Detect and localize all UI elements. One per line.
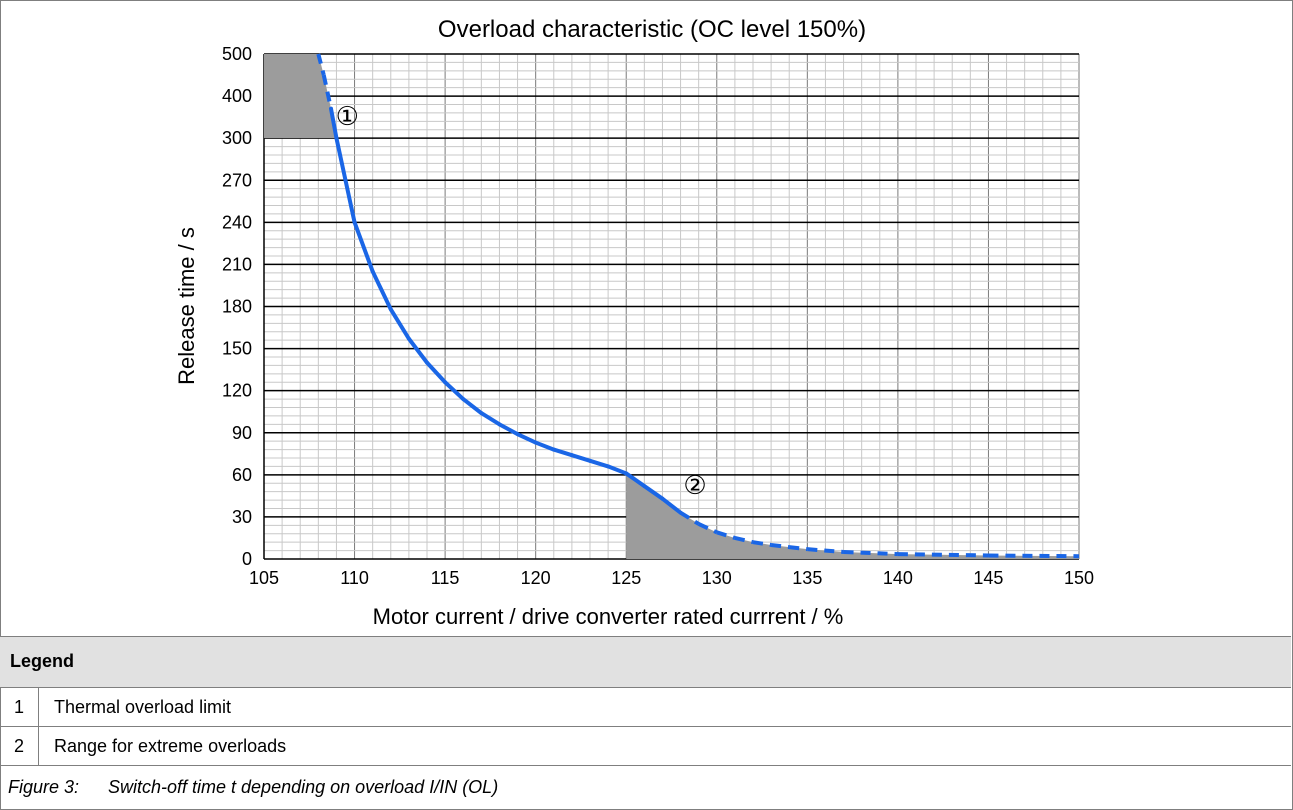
y-tick-label: 500: [222, 44, 252, 64]
series-segment: [624, 471, 647, 489]
legend-heading: Legend: [10, 651, 75, 671]
x-tick-label: 135: [792, 568, 822, 588]
series-segment: [443, 380, 466, 402]
y-tick-label: 300: [222, 128, 252, 148]
series-segment: [321, 74, 333, 110]
legend-text: Range for extreme overloads: [54, 736, 287, 756]
series-segment: [425, 360, 448, 385]
y-tick-label: 120: [222, 381, 252, 401]
series-segment: [551, 447, 574, 458]
series-segment: [770, 542, 790, 550]
series-segment: [716, 530, 736, 540]
x-tick-label: 110: [340, 568, 369, 588]
overload-chart: Overload characteristic (OC level 150%) …: [174, 16, 1094, 629]
caption-text: Switch-off time t depending on overload …: [108, 777, 499, 797]
series-segment: [807, 547, 844, 554]
x-tick-label: 120: [521, 568, 551, 588]
series-segment: [352, 220, 375, 274]
x-tick-label: 130: [702, 568, 732, 588]
chart-area: Overload characteristic (OC level 150%) …: [0, 16, 1291, 637]
series-segment: [697, 522, 718, 535]
y-tick-label: 180: [222, 297, 252, 317]
x-tick-label: 105: [249, 568, 279, 588]
series-segment: [343, 178, 357, 225]
series-segment: [461, 397, 484, 416]
chart-title: Overload characteristic (OC level 150%): [438, 16, 866, 43]
series-segment: [788, 545, 808, 552]
series-segment: [497, 422, 520, 437]
y-tick-label: 90: [232, 423, 252, 443]
series-segment: [734, 536, 754, 545]
series-segment: [679, 511, 700, 526]
legend-row: 1 Thermal overload limit: [0, 688, 1291, 727]
series-segment: [988, 553, 1080, 559]
shaded-region-1: [264, 54, 335, 139]
y-tick-label: 60: [232, 465, 252, 485]
legend-row: 2 Range for extreme overloads: [0, 727, 1291, 766]
series-segment: [479, 411, 502, 427]
series-segment: [316, 53, 326, 76]
series-segment: [642, 484, 665, 501]
y-tick-label: 210: [222, 254, 252, 274]
grid: [263, 53, 1080, 560]
series-segment: [843, 549, 898, 557]
series-segment: [606, 464, 629, 476]
figure-caption: Figure 3: Switch-off time t depending on …: [8, 768, 498, 806]
y-tick-label: 150: [222, 339, 252, 359]
x-tick-label: 125: [611, 568, 641, 588]
series-segment: [533, 440, 556, 452]
series-segment: [388, 307, 411, 341]
series-segment: [569, 453, 592, 463]
series-segment: [329, 106, 339, 141]
x-tick-label: 150: [1064, 568, 1094, 588]
y-tick-label: 30: [232, 507, 252, 527]
legend-number: 2: [0, 727, 39, 765]
x-tick-label: 140: [883, 568, 913, 588]
series-segment: [370, 269, 393, 312]
y-tick-label: 240: [222, 212, 252, 232]
y-tick-label: 0: [242, 549, 252, 569]
series-segment: [897, 552, 989, 558]
caption-label: Figure 3:: [8, 777, 80, 797]
annotation-marker: ②: [683, 471, 706, 501]
y-tick-label: 270: [222, 170, 252, 190]
x-tick-label: 145: [973, 568, 1003, 588]
annotation-marker: ①: [336, 102, 359, 132]
y-tick-label: 400: [222, 86, 252, 106]
shaded-regions: [264, 54, 1079, 559]
series-segment: [588, 458, 611, 469]
x-tick-label: 115: [431, 568, 460, 588]
legend-text: Thermal overload limit: [54, 697, 232, 717]
series-segment: [660, 496, 683, 515]
series-segment: [515, 432, 538, 445]
shaded-region-2: [626, 473, 1079, 559]
legend-number: 1: [0, 688, 39, 726]
series-segment: [752, 540, 772, 547]
x-axis-label: Motor current / drive converter rated cu…: [373, 604, 844, 629]
series-segment: [334, 136, 348, 183]
y-axis-label: Release time / s: [174, 227, 199, 385]
series-segment: [406, 336, 429, 365]
legend-header: Legend: [0, 637, 1291, 688]
